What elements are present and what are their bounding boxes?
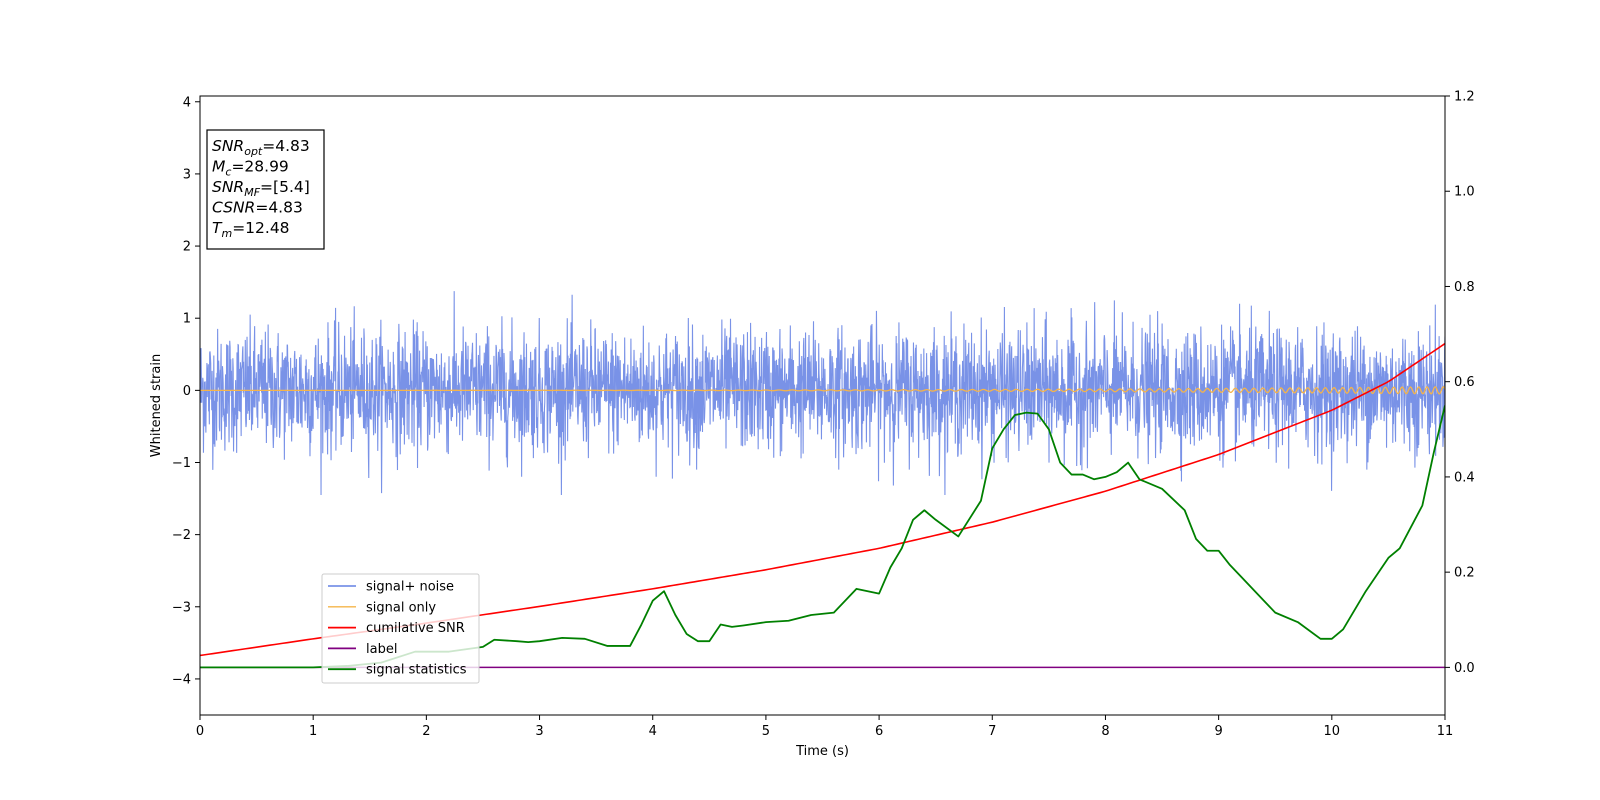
x-tick-label: 2: [422, 724, 430, 739]
y-right-tick-label: 0.4: [1454, 470, 1475, 485]
stat-snr-mf: SNRMF=[5.4]: [212, 178, 310, 199]
x-tick-label: 0: [196, 724, 204, 739]
legend-label: cumilative SNR: [366, 621, 465, 636]
legend-frame: [321, 573, 480, 684]
y-left-tick-label: 4: [183, 95, 191, 110]
y-left-tick-label: −2: [172, 528, 191, 543]
y-left-tick-label: 3: [183, 167, 191, 182]
y-left-tick-label: 2: [183, 240, 191, 255]
series-signal-noise: [200, 291, 1445, 495]
legend-label: signal only: [366, 600, 436, 615]
legend-label: label: [366, 642, 397, 657]
legend-label: signal+ noise: [366, 580, 454, 595]
y-right-tick-label: 0.8: [1454, 280, 1475, 295]
y-left-tick-label: −3: [172, 600, 191, 615]
plot-frame: [199, 95, 1446, 716]
y-right-tick-label: 1.2: [1454, 90, 1475, 105]
stats-box-frame: [206, 129, 325, 250]
x-tick-label: 1: [309, 724, 317, 739]
x-tick-label: 8: [1101, 724, 1109, 739]
x-axis-label: Time (s): [795, 744, 849, 759]
y-axis-label: Whitened strain: [149, 354, 164, 457]
y-left-tick-label: 0: [183, 384, 191, 399]
x-tick-label: 9: [1214, 724, 1222, 739]
stat-tm: Tm=12.48: [212, 219, 290, 240]
x-tick-label: 5: [762, 724, 770, 739]
stats-box: SNRopt=4.83 Mc=28.99 SNRMF=[5.4] CSNR=4.…: [206, 129, 325, 250]
x-tick-label: 3: [535, 724, 543, 739]
x-tick-label: 4: [649, 724, 657, 739]
legend: signal+ noise signal only cumilative SNR la…: [321, 573, 480, 684]
stat-snr-opt: SNRopt=4.83: [212, 137, 310, 158]
x-tick-label: 10: [1324, 724, 1341, 739]
x-tick-label: 6: [875, 724, 883, 739]
y-left-tick-label: −4: [172, 672, 191, 687]
y-left-tick-label: −1: [172, 456, 191, 471]
y-right-tick-label: 0.2: [1454, 566, 1475, 581]
stat-csnr: CSNR=4.83: [212, 199, 303, 217]
stat-chirp-mass: Mc=28.99: [212, 158, 289, 179]
y-right-tick-label: 1.0: [1454, 185, 1475, 200]
x-tick-label: 7: [988, 724, 996, 739]
y-left-tick-label: 1: [183, 312, 191, 327]
ticks-layer: 0 1 2 3 4 5 6 7 8 9 10 11 −4 −3 −2 −1 0 1 2 3 4 0.0 0.2 0.4 0.6 0…: [172, 90, 1475, 740]
legend-label: signal statistics: [366, 663, 467, 678]
y-right-tick-label: 0.6: [1454, 375, 1475, 390]
series-signal-only: [200, 386, 1445, 395]
series-signal-statistics: [200, 405, 1445, 669]
y-right-tick-label: 0.0: [1454, 661, 1475, 676]
x-tick-label: 11: [1437, 724, 1454, 739]
